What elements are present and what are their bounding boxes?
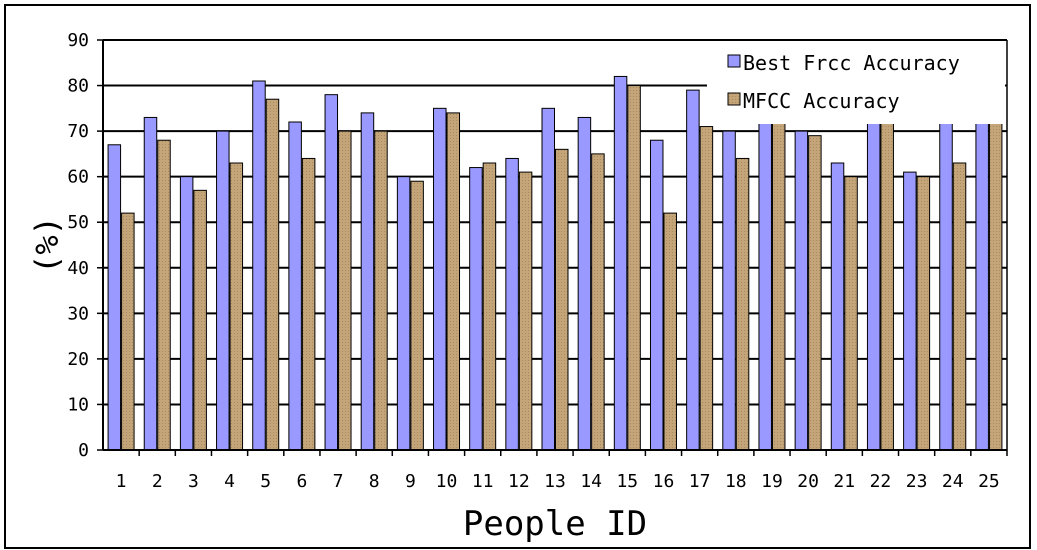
- y-tick-label: 10: [67, 394, 89, 415]
- bar-mfcc-4: [229, 162, 244, 451]
- bar-frcc-1: [107, 144, 122, 451]
- bar-frcc-10: [433, 107, 447, 451]
- bar-frcc-6: [288, 121, 302, 451]
- y-tick-label: 70: [67, 121, 89, 142]
- x-tick-label: 17: [689, 471, 711, 492]
- bar-mfcc-22: [880, 116, 894, 451]
- bar-mfcc-9: [410, 180, 424, 451]
- x-tick-label: 7: [333, 471, 344, 492]
- legend-swatch-mfcc: [727, 92, 741, 106]
- bar-frcc-5: [252, 80, 266, 451]
- bar-mfcc-21: [844, 176, 858, 451]
- bar-mfcc-14: [591, 153, 605, 451]
- bar-mfcc-3: [193, 189, 207, 451]
- bar-mfcc-16: [663, 212, 677, 451]
- bar-mfcc-18: [735, 157, 750, 451]
- y-tick-label: 80: [67, 76, 89, 97]
- bar-frcc-2: [143, 116, 158, 451]
- bar-mfcc-8: [374, 130, 388, 451]
- bar-frcc-19: [758, 116, 772, 451]
- bar-frcc-18: [722, 130, 736, 451]
- x-tick-label: 15: [616, 471, 638, 492]
- legend: Best Frcc Accuracy MFCC Accuracy: [707, 42, 1005, 124]
- bar-frcc-13: [541, 107, 555, 451]
- bar-mfcc-11: [482, 162, 497, 451]
- x-tick-label: 12: [508, 471, 530, 492]
- y-tick-label: 90: [67, 30, 89, 51]
- x-tick-label: 19: [761, 471, 783, 492]
- x-tick-label: 4: [224, 471, 235, 492]
- bar-mfcc-24: [952, 162, 967, 451]
- y-tick-label: 50: [67, 212, 89, 233]
- bar-frcc-11: [469, 167, 483, 451]
- bar-frcc-4: [216, 130, 230, 451]
- bar-frcc-25: [975, 94, 989, 451]
- x-tick-label: 24: [942, 471, 964, 492]
- y-tick-label: 20: [67, 349, 89, 370]
- bar-frcc-22: [866, 116, 881, 451]
- x-tick-label: 23: [906, 471, 928, 492]
- bar-mfcc-1: [121, 212, 135, 451]
- bar-frcc-23: [903, 171, 917, 451]
- x-tick-label: 14: [580, 471, 602, 492]
- y-tick-label: 40: [67, 258, 89, 279]
- bars: [107, 75, 1003, 451]
- x-tick-label: 16: [653, 471, 675, 492]
- x-tick-label: 13: [544, 471, 566, 492]
- x-tick-label: 25: [978, 471, 1000, 492]
- legend-background: [707, 42, 1005, 124]
- bar-mfcc-2: [157, 139, 171, 451]
- x-tick-label: 11: [472, 471, 494, 492]
- legend-label-frcc: Best Frcc Accuracy: [743, 51, 960, 75]
- bar-mfcc-6: [301, 157, 316, 451]
- x-tick-label: 20: [797, 471, 819, 492]
- axes: [97, 39, 1008, 456]
- bar-frcc-9: [396, 176, 411, 451]
- bar-mfcc-23: [916, 176, 931, 451]
- bar-frcc-15: [613, 75, 628, 451]
- y-tick-label: 60: [67, 167, 89, 188]
- y-tick-labels: 0 10 20 30 40 50 60 70 80 90: [67, 30, 89, 461]
- bar-mfcc-25: [988, 94, 1003, 451]
- bar-frcc-7: [324, 94, 339, 451]
- legend-label-mfcc: MFCC Accuracy: [743, 89, 900, 113]
- bar-frcc-8: [360, 112, 375, 451]
- bar-mfcc-19: [771, 121, 786, 451]
- bar-mfcc-13: [555, 148, 569, 451]
- x-axis-title: People ID: [463, 504, 647, 544]
- x-tick-label: 5: [260, 471, 271, 492]
- x-tick-label: 10: [436, 471, 458, 492]
- x-tick-label: 9: [405, 471, 416, 492]
- bar-mfcc-5: [265, 98, 280, 451]
- bar-frcc-3: [179, 176, 194, 451]
- bar-mfcc-10: [446, 112, 461, 451]
- y-tick-label: 0: [78, 440, 89, 461]
- bar-mfcc-17: [699, 126, 714, 451]
- bar-frcc-16: [649, 139, 664, 451]
- y-tick-label: 30: [67, 303, 89, 324]
- bar-mfcc-7: [338, 130, 352, 451]
- x-tick-labels: 1 2 3 4 5 6 7 8 9 10 11 12 13 14 15 16 17 18 19 20 21 22 23 24 2…: [116, 471, 1000, 492]
- bar-frcc-20: [794, 130, 809, 451]
- bar-frcc-12: [505, 157, 519, 451]
- x-tick-label: 21: [833, 471, 855, 492]
- bar-frcc-24: [939, 116, 953, 451]
- bar-frcc-14: [577, 116, 592, 451]
- x-tick-label: 3: [188, 471, 199, 492]
- x-tick-label: 2: [152, 471, 163, 492]
- legend-swatch-frcc: [727, 54, 741, 68]
- bar-frcc-17: [686, 89, 700, 451]
- bar-mfcc-20: [808, 135, 822, 451]
- x-tick-label: 6: [296, 471, 307, 492]
- x-tick-label: 1: [116, 471, 127, 492]
- bar-frcc-21: [830, 162, 845, 451]
- y-axis-title: (%): [28, 216, 66, 274]
- x-tick-label: 8: [369, 471, 380, 492]
- bar-mfcc-15: [627, 85, 641, 451]
- x-tick-label: 22: [870, 471, 892, 492]
- x-tick-label: 18: [725, 471, 747, 492]
- bar-mfcc-12: [518, 171, 533, 451]
